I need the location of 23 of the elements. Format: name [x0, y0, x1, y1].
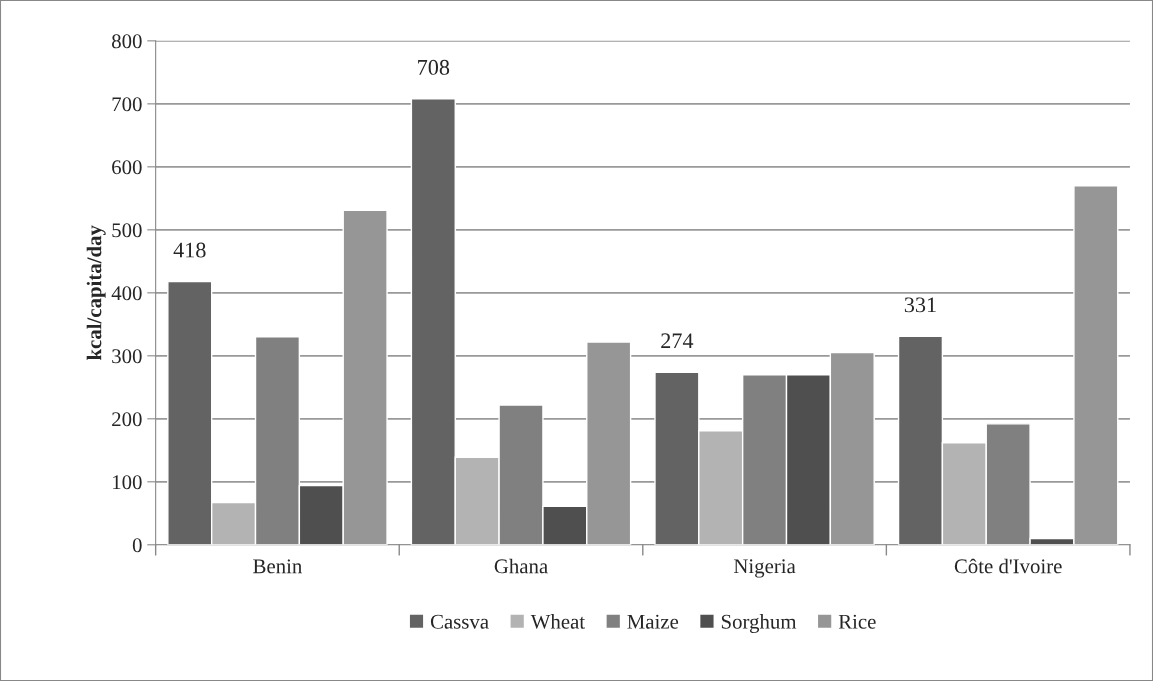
x-tick-label: Côte d'Ivoire — [954, 558, 1062, 574]
y-tick-label: 300 — [112, 349, 142, 364]
y-tick-label: 800 — [112, 34, 142, 49]
data-label: 274 — [661, 333, 694, 349]
x-tick-label: Ghana — [494, 558, 548, 574]
x-tick-label: Nigeria — [733, 559, 796, 578]
y-tick-label: 400 — [111, 286, 142, 301]
y-tick-label: 600 — [112, 160, 142, 175]
legend-label: Cassva — [430, 614, 489, 629]
legend-label: Sorghum — [721, 614, 797, 634]
y-tick-label: 700 — [112, 97, 142, 112]
x-tick-label: Benin — [253, 559, 303, 574]
data-label: 331 — [904, 297, 936, 313]
data-label: 418 — [173, 242, 206, 258]
y-axis-title: kcal/capita/day — [86, 225, 106, 361]
y-tick-label: 200 — [112, 412, 142, 427]
y-tick-label: 500 — [112, 223, 142, 238]
y-tick-label: 0 — [132, 538, 142, 553]
legend-label: Wheat — [530, 614, 585, 629]
legend-label: Rice — [838, 614, 876, 629]
data-label: 708 — [418, 59, 450, 75]
y-tick-label: 100 — [113, 475, 142, 490]
legend-label: Maize — [627, 614, 679, 629]
